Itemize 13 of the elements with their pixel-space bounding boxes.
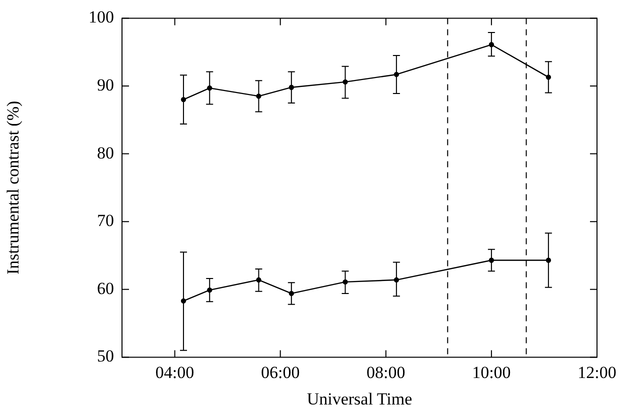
y-tick-label: 60 — [97, 278, 114, 298]
y-tick-label: 50 — [97, 346, 114, 366]
x-tick-label: 12:00 — [578, 362, 616, 382]
y-tick-label: 100 — [88, 8, 114, 27]
x-tick-label: 06:00 — [260, 362, 300, 382]
x-tick-label: 08:00 — [366, 362, 406, 382]
x-tick-label: 04:00 — [155, 362, 194, 382]
y-tick-label: 90 — [97, 75, 114, 94]
x-tick-label: 10:00 — [472, 362, 511, 382]
x-axis-title: Universal Time — [306, 389, 412, 408]
y-tick-label: 80 — [97, 143, 114, 162]
y-tick-label: 70 — [97, 211, 114, 230]
y-axis-title: Instrumental contrast (%) — [4, 100, 23, 275]
